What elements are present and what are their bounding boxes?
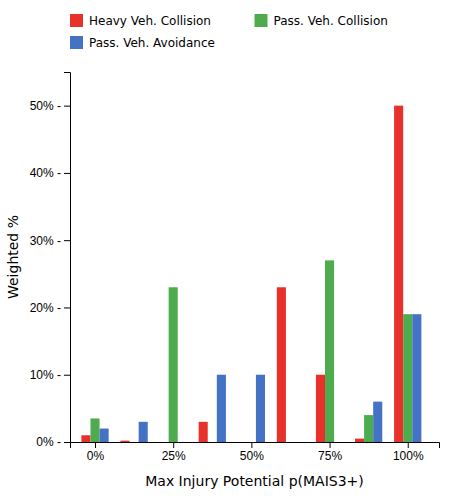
tick-label: 50% <box>240 449 264 463</box>
bar-series <box>100 314 422 442</box>
bar <box>81 435 90 442</box>
tick-mark <box>64 307 70 308</box>
tick-mark <box>64 173 70 174</box>
bar <box>120 441 129 442</box>
bar <box>316 375 325 442</box>
tick-label: 0% - <box>36 435 61 449</box>
bar <box>256 375 265 442</box>
y-axis: 0% - 10% - 20% - 30% - 40% - 50% - <box>30 73 71 450</box>
legend-item: Pass. Veh. Collision <box>255 14 388 28</box>
bar <box>364 415 373 442</box>
legend-swatch <box>255 14 268 27</box>
x-axis: 0% 25% 50% 75% 100% <box>71 442 440 463</box>
bar-series <box>90 260 412 442</box>
tick: 10% - <box>30 368 70 382</box>
tick-label: 100% <box>393 449 424 463</box>
tick-mark <box>251 442 252 448</box>
x-axis-title: Max Injury Potential p(MAIS3+) <box>145 473 364 489</box>
tick-mark <box>64 106 70 107</box>
bar <box>90 418 99 442</box>
axis-line <box>71 443 440 449</box>
tick-mark <box>408 442 409 448</box>
legend-label: Heavy Veh. Collision <box>89 14 211 28</box>
bar <box>160 442 169 443</box>
tick-mark <box>173 442 174 448</box>
bar <box>178 442 187 443</box>
tick-mark <box>64 442 70 443</box>
tick-label: 75% <box>318 449 342 463</box>
y-axis-title: Weighted % <box>5 215 21 299</box>
bar <box>403 314 412 442</box>
chart: 0% 25% 50% 75% 100% 0% - 10% - 20% - 30% - 40% - 5… <box>0 0 459 500</box>
bar <box>286 442 295 443</box>
tick-mark <box>330 442 331 448</box>
tick: 50% <box>240 442 264 463</box>
tick-mark <box>64 240 70 241</box>
tick-mark <box>64 375 70 376</box>
legend-swatch <box>70 36 83 49</box>
legend-item: Pass. Veh. Avoidance <box>70 36 215 50</box>
tick-mark <box>95 442 96 448</box>
tick: 0% <box>87 442 105 463</box>
legend: Heavy Veh. Collision Pass. Veh. Collision… <box>70 14 388 50</box>
bar <box>277 287 286 442</box>
bar <box>394 106 403 442</box>
bar <box>325 260 334 442</box>
tick: 40% - <box>30 166 70 180</box>
plot: 0% 25% 50% 75% 100% 0% - 10% - 20% - 30% - 40% - 5… <box>30 73 440 463</box>
tick: 30% - <box>30 234 70 248</box>
tick: 75% <box>318 442 342 463</box>
tick: 0% - <box>36 435 70 449</box>
bar <box>247 442 256 443</box>
bar <box>295 442 304 443</box>
bar <box>334 442 343 443</box>
bar <box>199 422 208 442</box>
bar-series <box>81 106 403 442</box>
tick-label: 40% - <box>30 166 61 180</box>
tick: 100% <box>393 442 424 463</box>
tick-label: 0% <box>87 449 105 463</box>
tick: 50% - <box>30 99 70 113</box>
bar <box>217 375 226 442</box>
bar <box>208 442 217 443</box>
bar <box>412 314 421 442</box>
bars <box>81 106 421 442</box>
bar <box>373 402 382 442</box>
tick-label: 30% - <box>30 234 61 248</box>
tick-label: 20% - <box>30 301 61 315</box>
axis-line <box>64 73 71 443</box>
bar <box>130 442 139 443</box>
tick: 25% <box>162 442 186 463</box>
bar <box>355 439 364 442</box>
bar <box>169 287 178 442</box>
legend-swatch <box>70 14 83 27</box>
tick: 20% - <box>30 301 70 315</box>
tick-label: 25% <box>162 449 186 463</box>
bar <box>139 422 148 442</box>
legend-label: Pass. Veh. Avoidance <box>89 36 215 50</box>
legend-item: Heavy Veh. Collision <box>70 14 211 28</box>
tick-label: 10% - <box>30 368 61 382</box>
legend-label: Pass. Veh. Collision <box>274 14 388 28</box>
bar <box>238 442 247 443</box>
bar <box>100 429 109 442</box>
tick-label: 50% - <box>30 99 61 113</box>
